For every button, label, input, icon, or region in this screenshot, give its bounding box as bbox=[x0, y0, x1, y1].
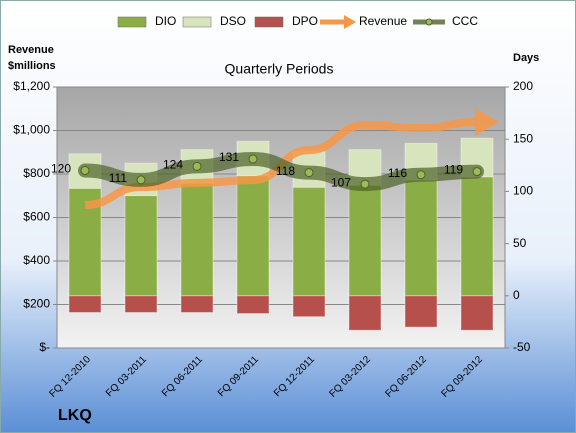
y2-tick-label: -50 bbox=[513, 340, 531, 354]
bar bbox=[404, 295, 438, 328]
ccc-marker bbox=[192, 161, 202, 171]
legend-swatch bbox=[254, 16, 284, 28]
legend-label: DSO bbox=[220, 14, 246, 28]
ccc-marker bbox=[136, 175, 146, 185]
y-tick-label: $1,000 bbox=[13, 123, 50, 137]
y-tick-label: $1,200 bbox=[13, 79, 50, 93]
y2-tick-label: 200 bbox=[513, 79, 533, 93]
y2-axis-title: Days bbox=[513, 52, 539, 64]
data-label: 116 bbox=[388, 166, 407, 180]
ccc-marker bbox=[360, 179, 370, 189]
chart-title: Quarterly Periods bbox=[225, 61, 334, 77]
legend-marker bbox=[425, 18, 433, 26]
y-tick-label: $600 bbox=[23, 210, 50, 224]
bar bbox=[292, 295, 326, 318]
y-tick-label: $400 bbox=[23, 253, 50, 267]
bar bbox=[404, 179, 438, 297]
legend-label: Revenue bbox=[359, 14, 407, 28]
legend-label: CCC bbox=[452, 14, 478, 28]
y2-tick-label: 0 bbox=[513, 288, 520, 302]
bar bbox=[180, 182, 214, 297]
bar bbox=[124, 195, 158, 297]
bar bbox=[180, 295, 214, 314]
legend-label: DPO bbox=[292, 14, 318, 28]
caption: LKQ bbox=[58, 407, 92, 424]
y-axis-title-box: Revenue $millions bbox=[8, 44, 56, 72]
bar bbox=[460, 295, 494, 331]
legend-swatch bbox=[117, 16, 147, 28]
bar bbox=[236, 175, 270, 297]
y-tick-label: $200 bbox=[23, 297, 50, 311]
data-label: 111 bbox=[109, 171, 128, 185]
y2-tick-label: 150 bbox=[513, 131, 533, 145]
data-label: 107 bbox=[331, 175, 351, 189]
y2-tick-label: 100 bbox=[513, 184, 533, 198]
ccc-marker bbox=[248, 154, 258, 164]
bar bbox=[236, 295, 270, 315]
data-label: 124 bbox=[163, 158, 183, 172]
bar bbox=[348, 184, 382, 297]
data-label: 131 bbox=[219, 150, 239, 164]
bar bbox=[124, 295, 158, 314]
data-label: 118 bbox=[276, 164, 295, 178]
ccc-marker bbox=[472, 167, 482, 177]
y-tick-label: $800 bbox=[23, 166, 50, 180]
legend-arrowhead bbox=[344, 15, 356, 29]
data-label: 120 bbox=[51, 162, 71, 176]
ccc-marker bbox=[416, 170, 426, 180]
bar bbox=[460, 176, 494, 297]
bar bbox=[68, 295, 102, 314]
y-axis-title: Revenue $millions bbox=[8, 44, 56, 72]
bar bbox=[348, 295, 382, 331]
ccc-marker bbox=[304, 168, 314, 178]
revenue-arrowhead bbox=[475, 108, 499, 137]
ccc-marker bbox=[80, 166, 90, 176]
legend-label: DIO bbox=[155, 14, 176, 28]
legend-swatch bbox=[182, 16, 212, 28]
data-label: 119 bbox=[444, 163, 463, 177]
bar bbox=[292, 186, 326, 297]
y-tick-label: $- bbox=[39, 340, 50, 354]
y2-tick-label: 50 bbox=[513, 236, 527, 250]
